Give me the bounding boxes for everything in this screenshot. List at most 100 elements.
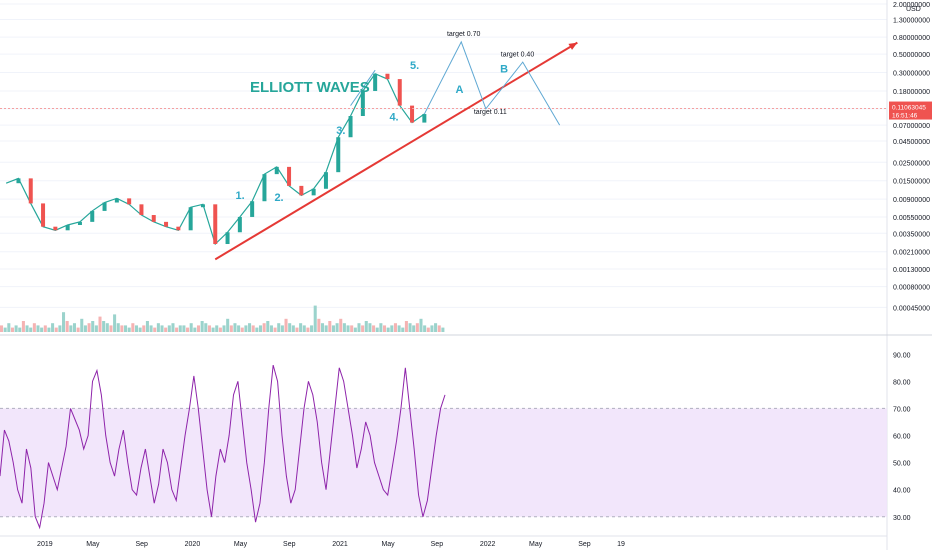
wave-label: 5.: [410, 60, 419, 72]
price-candle: [250, 201, 255, 217]
time-tick-label: 19: [617, 541, 625, 548]
time-tick-label: May: [86, 541, 100, 548]
price-candle: [385, 73, 390, 80]
volume-bar: [72, 323, 76, 332]
time-tick-label: Sep: [135, 541, 148, 548]
volume-bar: [339, 318, 343, 332]
volume-bars: [0, 305, 445, 332]
volume-bar: [328, 321, 332, 332]
volume-bar: [357, 323, 361, 332]
price-candle: [102, 202, 107, 211]
volume-bar: [7, 323, 11, 332]
volume-bar: [25, 325, 29, 332]
volume-bar: [76, 327, 80, 332]
volume-bar: [167, 325, 171, 332]
volume-bar: [353, 327, 357, 332]
last-price-value: 0.11063045: [892, 105, 926, 112]
last-price-countdown: 16:51:46: [892, 113, 918, 120]
volume-bar: [145, 321, 149, 332]
volume-bar: [113, 314, 117, 332]
volume-bar: [138, 327, 142, 332]
price-candle: [274, 166, 279, 175]
volume-bar: [299, 323, 303, 332]
volume-bar: [320, 323, 325, 332]
volume-bar: [375, 327, 379, 332]
price-tick-label: 0.00130000: [893, 267, 930, 274]
volume-bar: [419, 318, 423, 332]
volume-bar: [189, 323, 193, 332]
volume-bar: [58, 325, 62, 332]
volume-bar: [116, 323, 120, 332]
volume-bar: [266, 321, 270, 332]
volume-bar: [379, 323, 383, 332]
volume-bar: [233, 323, 237, 332]
volume-bar: [437, 325, 441, 332]
volume-bar: [218, 327, 222, 332]
price-tick-label: 0.50000000: [893, 52, 930, 59]
volume-bar: [131, 323, 135, 332]
volume-bar: [310, 325, 314, 332]
price-candle: [65, 225, 70, 231]
time-axis[interactable]: 2019 May Sep 2020 May Sep 2021 May Sep 2022 May Sep…: [0, 535, 887, 548]
price-candle: [16, 178, 21, 184]
volume-bar: [404, 321, 408, 332]
time-tick-label: May: [234, 541, 248, 548]
volume-bar: [423, 325, 427, 332]
volume-bar: [368, 323, 372, 332]
price-candle: [299, 185, 304, 196]
volume-bar: [149, 325, 153, 332]
volume-bar: [43, 325, 47, 332]
volume-bar: [47, 327, 51, 332]
rsi-tick-label: 30.00: [893, 515, 911, 522]
price-candle: [323, 172, 328, 189]
support-trendline: [214, 41, 578, 261]
volume-bar: [175, 327, 179, 332]
volume-bar: [288, 323, 292, 332]
volume-bar: [229, 325, 233, 332]
price-tick-label: 1.30000000: [893, 18, 930, 25]
price-candle: [200, 204, 205, 208]
volume-bar: [80, 318, 84, 332]
volume-bar: [415, 323, 419, 332]
target-label: target 0.70: [447, 31, 481, 38]
volume-bar: [178, 325, 182, 332]
volume-bar: [193, 327, 197, 332]
time-tick-label: Sep: [431, 541, 444, 548]
price-candle: [28, 178, 33, 204]
volume-bar: [69, 325, 73, 332]
volume-bar: [204, 323, 208, 332]
volume-bar: [434, 323, 438, 332]
price-candle: [41, 203, 46, 227]
price-candle: [225, 232, 230, 245]
price-candle: [397, 79, 402, 106]
volume-bar: [134, 325, 139, 332]
volume-bar: [124, 325, 128, 332]
volume-bar: [324, 325, 328, 332]
time-tick-label: 2019: [37, 541, 53, 548]
volume-bar: [127, 327, 131, 332]
rsi-tick-label: 40.00: [893, 488, 911, 495]
price-tick-label: 0.00045000: [893, 305, 930, 312]
wave-label: A: [456, 84, 464, 96]
volume-bar: [277, 323, 281, 332]
volume-bar: [280, 325, 284, 332]
price-candle: [151, 215, 156, 222]
wave-path-4-5: [350, 69, 376, 106]
volume-bar: [269, 325, 273, 332]
volume-bar: [397, 325, 401, 332]
price-tick-label: 0.00550000: [893, 215, 930, 222]
volume-bar: [182, 325, 186, 332]
price-tick-label: 0.01500000: [893, 179, 930, 186]
price-candle: [90, 210, 95, 222]
price-tick-label: 0.07000000: [893, 123, 930, 130]
volume-bar: [240, 327, 244, 332]
volume-bar: [211, 327, 215, 332]
volume-bar: [244, 325, 248, 332]
rsi-tick-label: 80.00: [893, 379, 911, 386]
volume-bar: [361, 325, 365, 332]
volume-bar: [382, 325, 387, 332]
price-candle: [176, 226, 181, 231]
price-candle: [262, 174, 267, 202]
rsi-tick-label: 60.00: [893, 434, 911, 441]
volume-bar: [317, 318, 321, 332]
